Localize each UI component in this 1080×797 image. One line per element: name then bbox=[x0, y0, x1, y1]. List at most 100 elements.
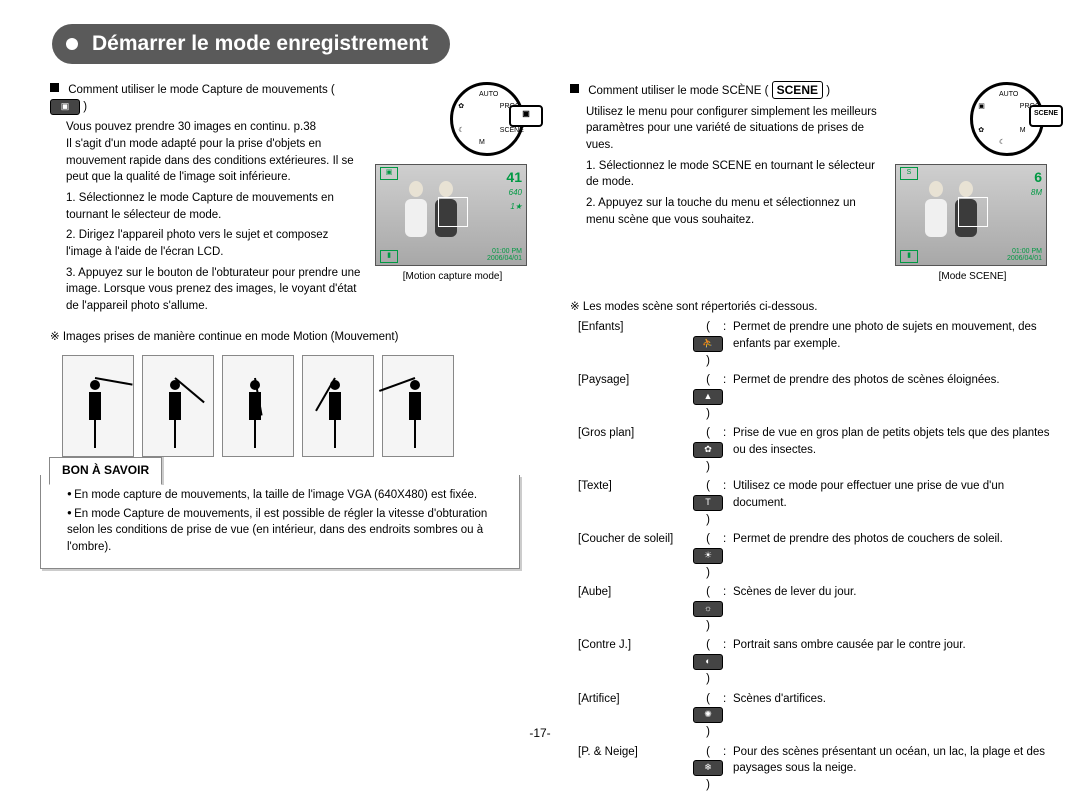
scene-colon: : bbox=[723, 584, 733, 601]
right-caption: [Mode SCENE] bbox=[895, 270, 1050, 285]
scene-list-intro: ※ Les modes scène sont répertoriés ci-de… bbox=[570, 299, 1050, 316]
scene-label: [Contre J.] bbox=[578, 637, 693, 654]
scene-icon: ☼ bbox=[693, 601, 723, 617]
right-step1: 1. Sélectionnez le mode SCENE en tournan… bbox=[586, 158, 887, 191]
scene-row: [Aube]( ☼ ):Scènes de lever du jour. bbox=[578, 584, 1050, 634]
right-intro: Comment utiliser le mode SCÈNE ( SCENE ) bbox=[570, 82, 887, 100]
left-column: Comment utiliser le mode Capture de mouv… bbox=[30, 82, 530, 797]
scene-desc: Utilisez ce mode pour effectuer une pris… bbox=[733, 478, 1050, 511]
dial-mode: ▣ bbox=[978, 102, 985, 112]
lcd-q2-left: 1★ bbox=[510, 201, 522, 213]
motion-frame bbox=[382, 355, 454, 457]
scene-icon-wrap: ( ☼ ) bbox=[693, 584, 723, 634]
lcd-mode-icon: S bbox=[900, 167, 918, 180]
scene-icon: ☀ bbox=[693, 548, 723, 564]
scene-colon: : bbox=[723, 425, 733, 442]
scene-icon-wrap: ( ⛹ ) bbox=[693, 319, 723, 369]
motion-strip bbox=[62, 355, 530, 457]
bullet-square bbox=[570, 84, 579, 93]
info-box: BON À SAVOIR En mode capture de mouvemen… bbox=[40, 475, 520, 568]
right-intro-lines: Utilisez le menu pour configurer simplem… bbox=[586, 104, 887, 154]
scene-row: [Contre J.]( ◐ ):Portrait sans ombre cau… bbox=[578, 637, 1050, 687]
motion-frame bbox=[142, 355, 214, 457]
scene-icon: ✿ bbox=[693, 442, 723, 458]
scene-label: [Texte] bbox=[578, 478, 693, 495]
mode-dial-right: AUTOPROGM☾✿▣ SCENE bbox=[970, 82, 1044, 156]
banner-title: Démarrer le mode enregistrement bbox=[92, 32, 428, 56]
right-step2: 2. Appuyez sur la touche du menu et séle… bbox=[586, 195, 887, 228]
scene-row: [Coucher de soleil]( ☀ ):Permet de prend… bbox=[578, 531, 1050, 581]
info-box-item: En mode Capture de mouvements, il est po… bbox=[67, 506, 507, 556]
scene-colon: : bbox=[723, 478, 733, 495]
banner-dot bbox=[66, 38, 78, 50]
scene-icon-wrap: ( ✿ ) bbox=[693, 425, 723, 475]
page-banner: Démarrer le mode enregistrement bbox=[52, 24, 450, 64]
lcd-quality-left: 640 bbox=[509, 187, 522, 199]
scene-label: [P. & Neige] bbox=[578, 744, 693, 761]
scene-icon: ❄ bbox=[693, 760, 723, 776]
scene-colon: : bbox=[723, 744, 733, 761]
info-box-item: En mode capture de mouvements, la taille… bbox=[67, 487, 507, 504]
right-column: Comment utiliser le mode SCÈNE ( SCENE )… bbox=[550, 82, 1050, 797]
scene-desc: Portrait sans ombre causée par le contre… bbox=[733, 637, 1050, 654]
lcd-mode-icon: ▣ bbox=[380, 167, 398, 180]
scene-colon: : bbox=[723, 637, 733, 654]
scene-icon-wrap: ( T ) bbox=[693, 478, 723, 528]
scene-desc: Permet de prendre des photos de couchers… bbox=[733, 531, 1050, 548]
left-intro: Comment utiliser le mode Capture de mouv… bbox=[50, 82, 367, 115]
motion-frame bbox=[302, 355, 374, 457]
scene-icon: T bbox=[693, 495, 723, 511]
info-box-title: BON À SAVOIR bbox=[49, 457, 162, 484]
scene-colon: : bbox=[723, 319, 733, 336]
dial-mode: M bbox=[479, 138, 485, 148]
lcd-shots-left: 41 bbox=[506, 167, 522, 187]
scene-row: [Gros plan]( ✿ ):Prise de vue en gros pl… bbox=[578, 425, 1050, 475]
focus-bracket bbox=[958, 197, 988, 227]
scene-row: [P. & Neige]( ❄ ):Pour des scènes présen… bbox=[578, 744, 1050, 794]
dial-mode: ✿ bbox=[458, 102, 464, 112]
dial-mode: M bbox=[1020, 126, 1026, 136]
dial-selector-left: ▣ bbox=[509, 105, 543, 127]
dial-mode: ☾ bbox=[458, 126, 464, 136]
left-caption: [Motion capture mode] bbox=[375, 270, 530, 285]
lcd-time-left: 01:00 PM2006/04/01 bbox=[487, 248, 522, 263]
left-step1: 1. Sélectionnez le mode Capture de mouve… bbox=[66, 190, 367, 223]
left-diagram: AUTOPROGSCENEM☾✿ ▣ ▣ 41 640 1★ ▮ bbox=[375, 82, 530, 319]
scene-label: [Enfants] bbox=[578, 319, 693, 336]
page-number: -17- bbox=[0, 726, 1080, 740]
scene-desc: Pour des scènes présentant un océan, un … bbox=[733, 744, 1050, 777]
scene-desc: Prise de vue en gros plan de petits obje… bbox=[733, 425, 1050, 458]
scene-label: [Gros plan] bbox=[578, 425, 693, 442]
scene-colon: : bbox=[723, 531, 733, 548]
scene-label: [Paysage] bbox=[578, 372, 693, 389]
motion-icon: ▣ bbox=[50, 99, 80, 115]
focus-bracket bbox=[438, 197, 468, 227]
scene-colon: : bbox=[723, 691, 733, 708]
mode-dial-left: AUTOPROGSCENEM☾✿ ▣ bbox=[450, 82, 524, 156]
scene-word: SCENE bbox=[772, 81, 823, 99]
left-intro-lines: Vous pouvez prendre 30 images en continu… bbox=[66, 119, 367, 186]
lcd-quality-right: 8M bbox=[1031, 187, 1042, 199]
scene-icon: ◐ bbox=[693, 654, 723, 670]
scene-desc: Scènes de lever du jour. bbox=[733, 584, 1050, 601]
scene-colon: : bbox=[723, 372, 733, 389]
motion-frame bbox=[222, 355, 294, 457]
scene-desc: Permet de prendre des photos de scènes é… bbox=[733, 372, 1050, 389]
dial-mode: ☾ bbox=[999, 138, 1005, 148]
scene-label: [Coucher de soleil] bbox=[578, 531, 693, 548]
scene-table: [Enfants]( ⛹ ):Permet de prendre une pho… bbox=[578, 319, 1050, 793]
left-step2: 2. Dirigez l'appareil photo vers le suje… bbox=[66, 227, 367, 260]
dial-mode: AUTO bbox=[999, 90, 1018, 100]
right-intro-text1: Comment utiliser le mode SCÈNE ( bbox=[588, 85, 768, 97]
lcd-time-right: 01:00 PM2006/04/01 bbox=[1007, 248, 1042, 263]
motion-note: ※ Images prises de manière continue en m… bbox=[50, 329, 530, 346]
info-box-list: En mode capture de mouvements, la taille… bbox=[67, 487, 507, 556]
scene-icon-wrap: ( ☀ ) bbox=[693, 531, 723, 581]
lcd-shots-right: 6 bbox=[1034, 167, 1042, 187]
scene-icon-wrap: ( ◐ ) bbox=[693, 637, 723, 687]
dial-selector-right: SCENE bbox=[1029, 105, 1063, 127]
right-diagram: AUTOPROGM☾✿▣ SCENE S 6 8M ▮ bbox=[895, 82, 1050, 285]
bullet-square bbox=[50, 83, 59, 92]
scene-label: [Aube] bbox=[578, 584, 693, 601]
lcd-battery: ▮ bbox=[380, 250, 398, 263]
